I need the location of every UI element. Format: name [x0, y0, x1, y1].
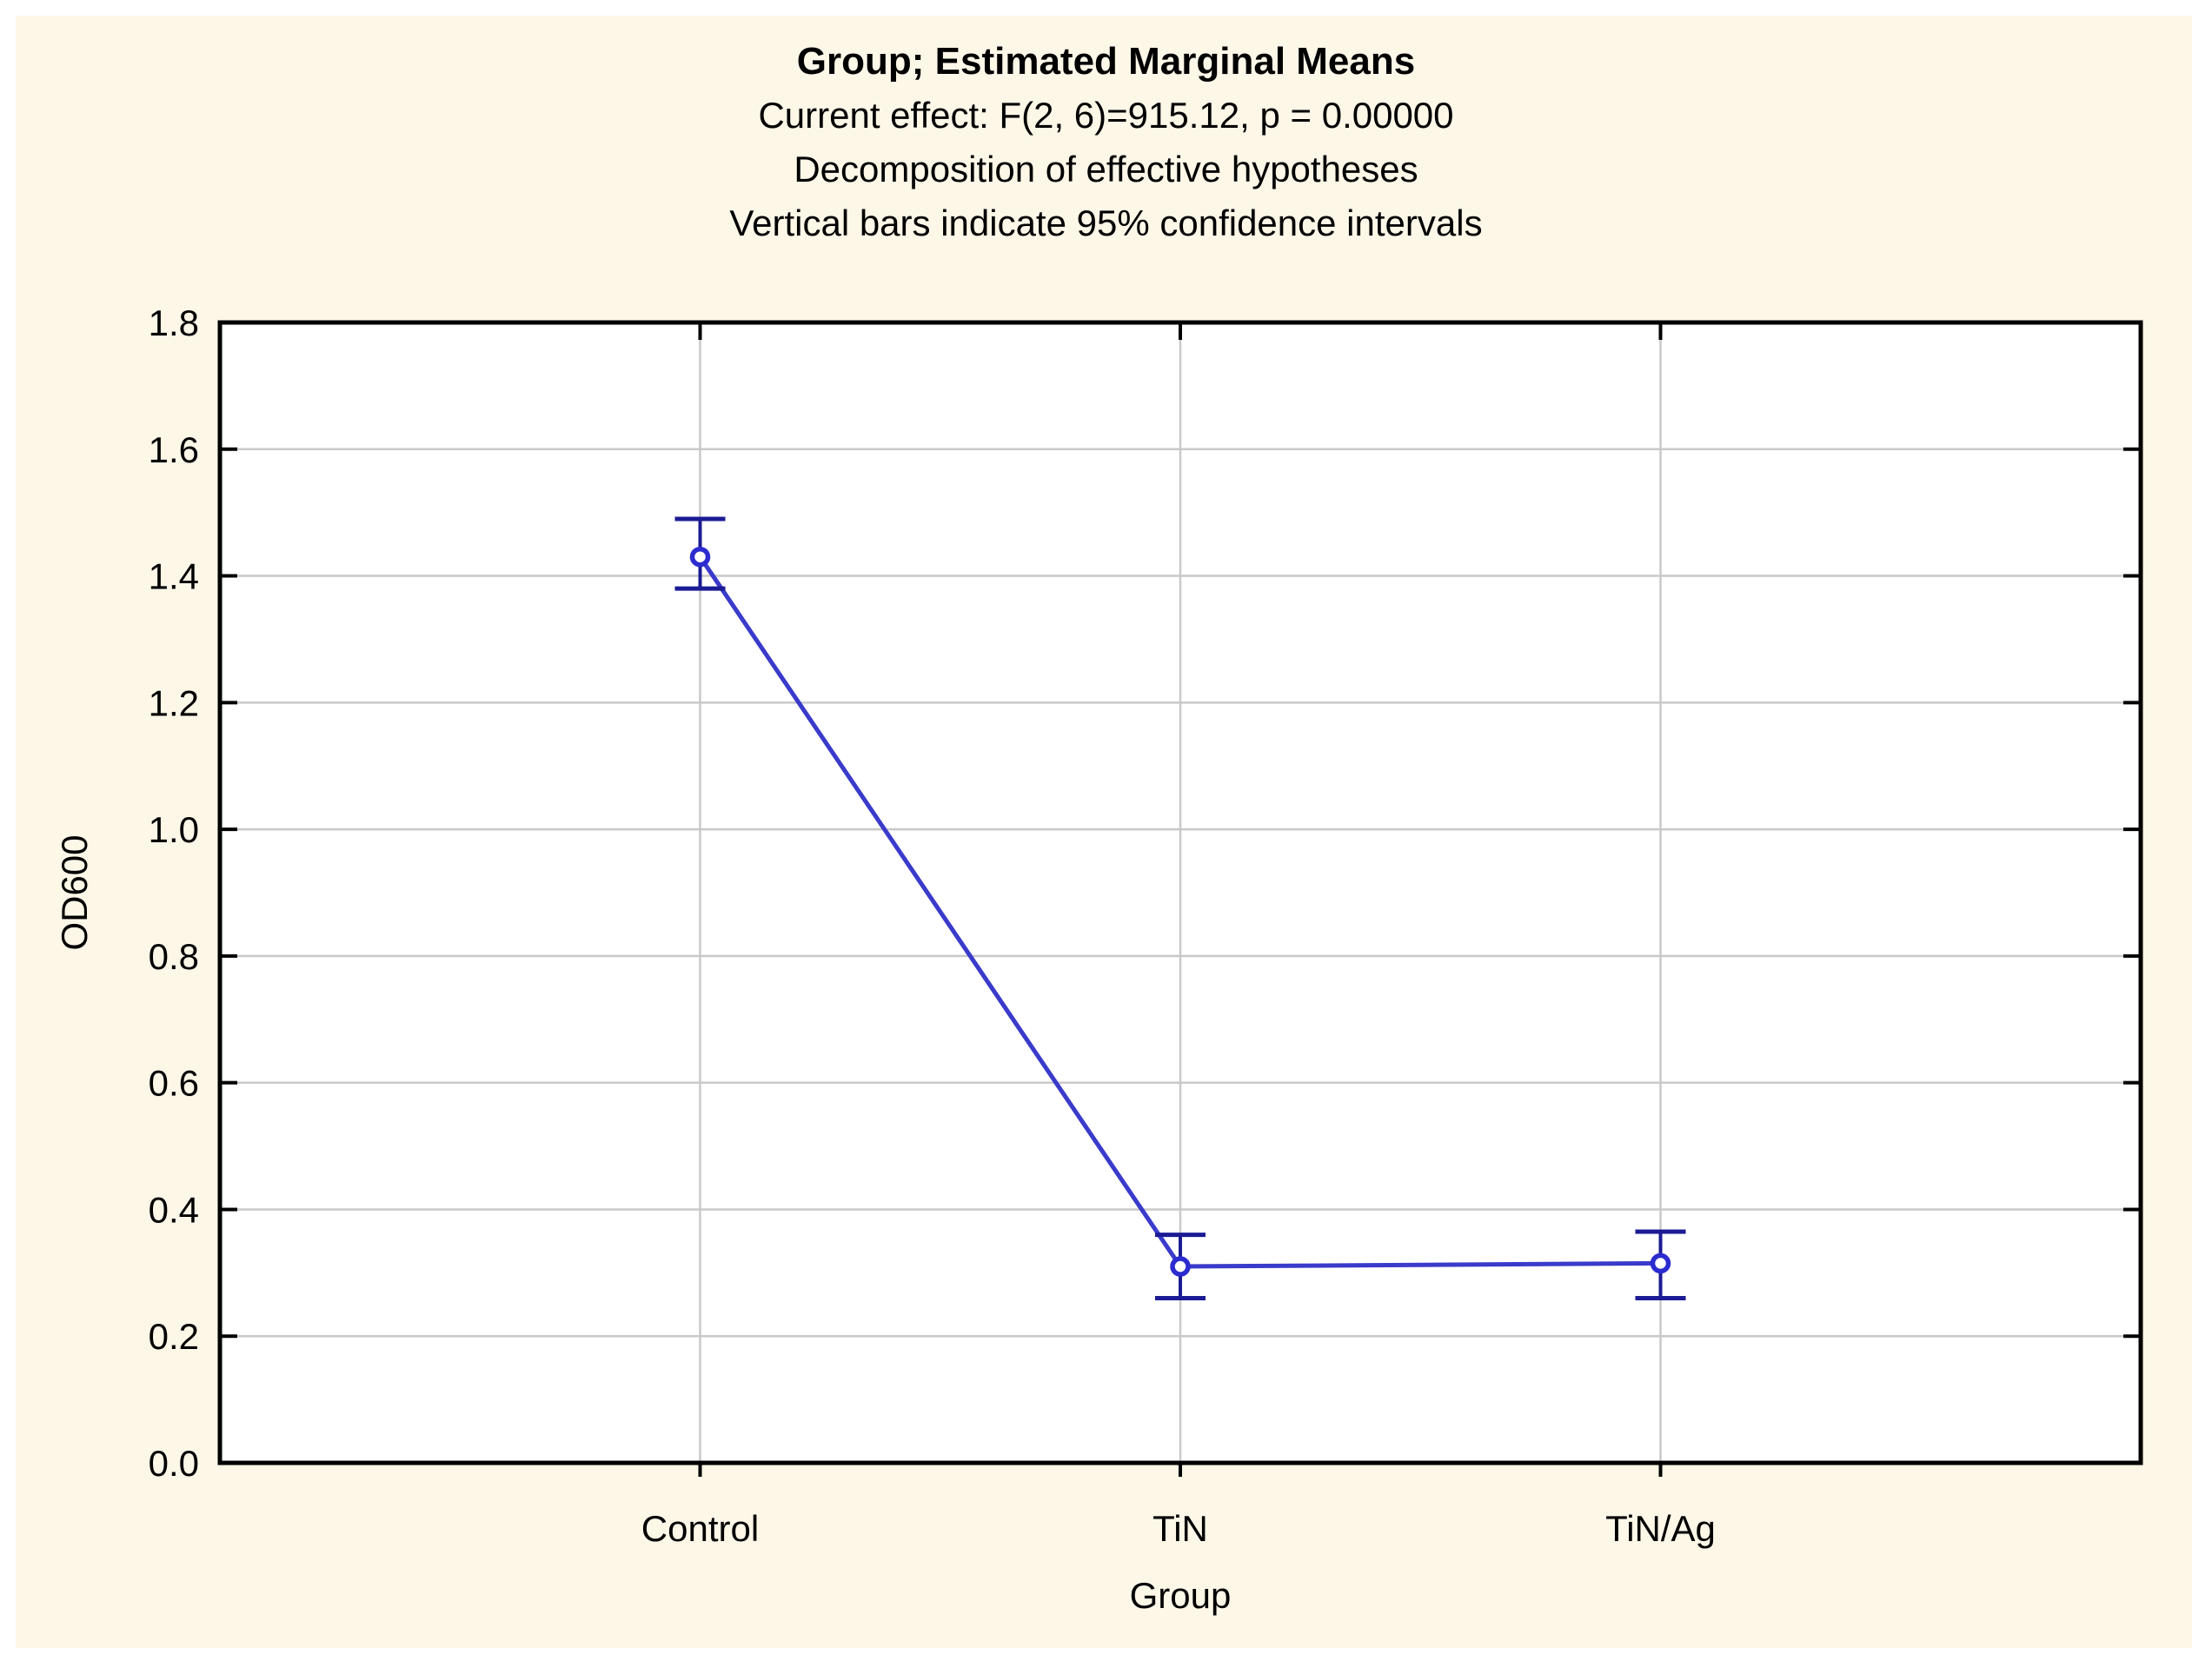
- plot-frame: [217, 320, 2143, 1465]
- y-axis-title: OD600: [54, 834, 95, 950]
- y-tick-label: 1.6: [149, 429, 199, 470]
- y-tick-label: 1.8: [149, 302, 199, 343]
- y-tick-label: 1.0: [149, 809, 199, 850]
- data-point-marker: [1650, 1253, 1671, 1274]
- x-category-label: TiN/Ag: [1605, 1508, 1716, 1549]
- chart-title-block: Group; Estimated Marginal Means Current …: [0, 35, 2212, 250]
- data-point-marker: [689, 546, 711, 568]
- chart-subtitle-confidence: Vertical bars indicate 95% confidence in…: [729, 203, 1483, 243]
- y-tick-label: 0.8: [149, 936, 199, 977]
- x-axis-title: Group: [1130, 1575, 1232, 1616]
- y-tick-label: 0.0: [149, 1443, 199, 1484]
- chart-title: Group; Estimated Marginal Means: [796, 40, 1416, 83]
- y-tick-label: 0.6: [149, 1063, 199, 1104]
- chart-subtitle-decomposition: Decomposition of effective hypotheses: [794, 149, 1418, 189]
- y-tick-label: 0.4: [149, 1189, 199, 1230]
- x-category-label: Control: [641, 1508, 759, 1549]
- chart-subtitle-effect: Current effect: F(2, 6)=915.12, p = 0.00…: [758, 95, 1454, 136]
- y-tick-label: 0.2: [149, 1316, 199, 1357]
- x-category-label: TiN: [1152, 1508, 1208, 1549]
- data-point-marker: [1170, 1256, 1191, 1277]
- y-tick-label: 1.4: [149, 556, 199, 597]
- y-tick-label: 1.2: [149, 682, 199, 723]
